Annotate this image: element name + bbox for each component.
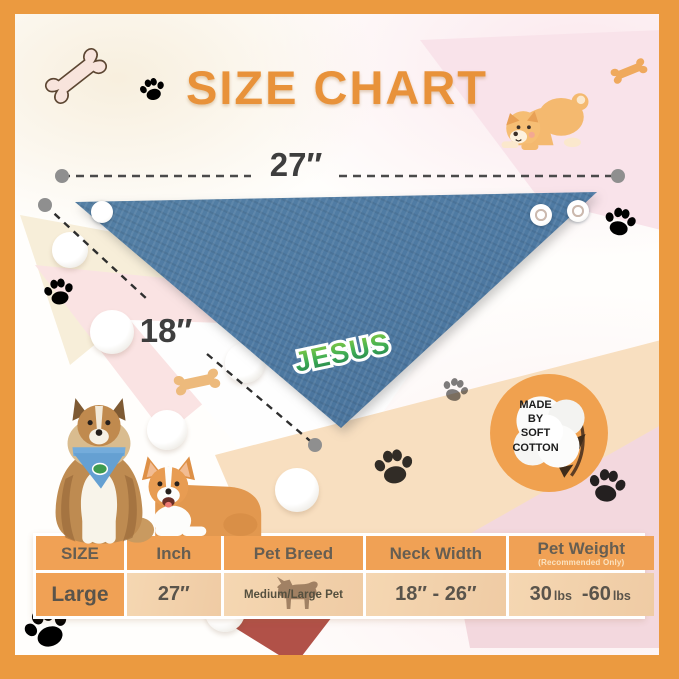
snap-button-icon <box>275 468 319 512</box>
cotton-icon <box>490 374 608 492</box>
cell-size: Large <box>36 573 124 616</box>
soft-cotton-badge: MADE BY SOFT COTTON <box>488 372 610 494</box>
patch-text: JESUS <box>292 327 393 377</box>
size-table: SIZE Inch Pet Breed Neck Width Pet Weigh… <box>33 533 654 619</box>
puppy-illustration <box>501 93 589 150</box>
cell-inch: 27″ <box>126 573 221 616</box>
badge-line: SOFT <box>520 427 551 440</box>
weight-max: -60 <box>581 583 611 605</box>
snap-button-icon <box>91 201 113 223</box>
pet-breed-text: Medium/Large Pet <box>243 588 343 601</box>
cell-pet-weight: 30 lbs -60 lbs <box>508 573 654 616</box>
snap-button-icon <box>147 410 187 450</box>
snap-button-icon <box>90 310 134 354</box>
col-header-neck-width: Neck Width <box>366 536 506 570</box>
height-measurement-label: 18″ <box>139 312 193 349</box>
bandana-product <box>15 14 659 655</box>
pet-weight-note: (Recommended Only) <box>538 557 625 567</box>
width-measurement-label: 27″ <box>269 146 323 183</box>
badge-text: MADE BY SOFT COTTON <box>500 398 571 455</box>
poster-inner: SIZE CHART <box>15 14 659 655</box>
snap-button-icon <box>567 200 589 222</box>
col-header-pet-breed: Pet Breed <box>223 536 364 570</box>
badge-line: BY <box>527 412 544 425</box>
weight-min: 30 <box>529 583 552 605</box>
badge-line: COTTON <box>512 441 559 454</box>
snap-button-icon <box>530 204 552 226</box>
weight-min-unit: lbs <box>553 589 572 603</box>
col-header-pet-weight: Pet Weight (Recommended Only) <box>508 536 654 570</box>
cell-pet-breed: Medium/Large Pet <box>223 573 364 616</box>
badge-line: MADE <box>519 398 552 411</box>
cell-neck-width: 18″ - 26″ <box>366 573 506 616</box>
corgi-photo <box>141 456 262 536</box>
page-title: SIZE CHART <box>186 61 488 114</box>
collie-photo <box>55 398 155 544</box>
pet-weight-label: Pet Weight <box>537 538 626 558</box>
weight-max-unit: lbs <box>612 589 631 603</box>
